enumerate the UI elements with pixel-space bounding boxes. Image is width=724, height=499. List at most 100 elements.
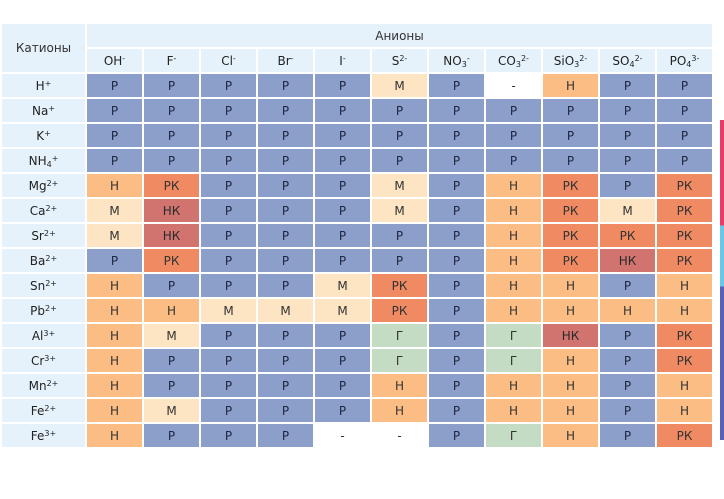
cation-cell: Sn2+ [0, 272, 87, 299]
formula-subscript: 4 [46, 159, 52, 169]
solubility-cell: Р [256, 222, 315, 249]
formula-base: I [339, 53, 343, 68]
anion-header-cell: PO43- [655, 47, 714, 74]
solubility-cell: Р [199, 272, 258, 299]
solubility-cell: Р [199, 222, 258, 249]
solubility-cell: Н [655, 372, 714, 399]
solubility-cell: М [199, 297, 258, 324]
formula-charge: - [342, 53, 346, 63]
solubility-cell: М [142, 322, 201, 349]
solubility-cell: Р [427, 72, 486, 99]
anion-header-cell: SO42- [598, 47, 657, 74]
table-row: Al3+ Н М Р Р Р Г Р Г НК Р РК [0, 322, 714, 349]
solubility-cell: РК [655, 222, 714, 249]
solubility-cell: Р [256, 172, 315, 199]
formula-subscript: 3 [574, 59, 580, 69]
solubility-cell: Р [199, 97, 258, 124]
cation-cell: Cr3+ [0, 347, 87, 374]
solubility-cell: Р [598, 422, 657, 449]
cation-cell: Pb2+ [0, 297, 87, 324]
solubility-cell: Р [313, 72, 372, 99]
solubility-cell: РК [541, 197, 600, 224]
formula-base: K [36, 128, 45, 143]
solubility-cell: Н [85, 172, 144, 199]
solubility-cell: Н [484, 272, 543, 299]
solubility-cell: РК [655, 347, 714, 374]
formula-base: Mn [28, 378, 47, 393]
solubility-cell: Р [541, 147, 600, 174]
solubility-cell: НК [598, 247, 657, 274]
solubility-cell: М [370, 197, 429, 224]
formula-base: OH [103, 53, 123, 68]
anion-row: OH- F- Cl- Br- I- S2- NO3- CO32- SiO32- SO42- PO43… [1, 47, 714, 74]
solubility-cell: Р [313, 172, 372, 199]
formula-charge: + [44, 78, 52, 88]
formula-charge: 3+ [44, 428, 57, 438]
solubility-cell: Г [484, 422, 543, 449]
anion-header-cell: SiO32- [541, 47, 600, 74]
solubility-cell: Н [655, 397, 714, 424]
solubility-cell: Р [256, 147, 315, 174]
anions-header: Анионы [85, 22, 714, 49]
solubility-cell: Р [199, 172, 258, 199]
anion-header-cell: CO32- [484, 47, 543, 74]
formula-charge: 2- [634, 53, 643, 63]
solubility-cell: Р [655, 122, 714, 149]
table-row: Fe2+ Н М Р Р Р Н Р Н Н Р Н [0, 397, 714, 424]
formula-charge: - [290, 53, 294, 63]
solubility-cell: Н [484, 197, 543, 224]
solubility-cell: Р [655, 147, 714, 174]
solubility-cell: Р [427, 372, 486, 399]
formula-charge: 3+ [44, 353, 57, 363]
formula-base: Sr [31, 228, 44, 243]
formula-charge: 3- [691, 53, 700, 63]
anion-header-cell: S2- [370, 47, 429, 74]
solubility-cell: Г [370, 322, 429, 349]
cation-cell: Mn2+ [0, 372, 87, 399]
solubility-cell: Н [541, 72, 600, 99]
solubility-cell: Р [598, 272, 657, 299]
table-row: Cr3+ Н Р Р Р Р Г Р Г Н Р РК [0, 347, 714, 374]
solubility-cell: Р [142, 122, 201, 149]
formula-base: Br [277, 53, 291, 68]
solubility-cell: Р [427, 172, 486, 199]
formula-charge: - [173, 53, 177, 63]
formula-charge: + [48, 103, 56, 113]
formula-base: Fe [30, 403, 45, 418]
formula-charge: + [51, 153, 59, 163]
formula-base: S [391, 53, 400, 68]
solubility-cell: Р [484, 97, 543, 124]
solubility-cell: Р [199, 347, 258, 374]
solubility-cell: РК [541, 222, 600, 249]
solubility-cell: Н [85, 272, 144, 299]
solubility-cell: Р [427, 347, 486, 374]
solubility-cell: М [142, 397, 201, 424]
solubility-cell: Р [598, 322, 657, 349]
solubility-cell: Р [427, 297, 486, 324]
cation-cell: K+ [0, 122, 87, 149]
solubility-cell: М [256, 297, 315, 324]
formula-base: Pb [30, 303, 46, 318]
solubility-cell: Р [256, 372, 315, 399]
solubility-cell: Н [484, 222, 543, 249]
solubility-cell: РК [655, 172, 714, 199]
solubility-cell: Р [199, 197, 258, 224]
formula-charge: - [122, 53, 126, 63]
formula-base: Mg [28, 178, 47, 193]
formula-base: SiO [553, 53, 575, 68]
formula-base: Fe [30, 428, 45, 443]
solubility-cell: Н [541, 372, 600, 399]
solubility-cell: Р [427, 397, 486, 424]
solubility-cell: Р [256, 272, 315, 299]
formula-base: PO [669, 53, 687, 68]
solubility-cell: Р [598, 122, 657, 149]
table-row: Sn2+ Н Р Р Р М РК Р Н Н Р Н [0, 272, 714, 299]
cation-cell: Sr2+ [0, 222, 87, 249]
formula-charge: - [232, 53, 236, 63]
solubility-cell: Р [256, 122, 315, 149]
solubility-cell: М [598, 197, 657, 224]
solubility-cell: Р [313, 122, 372, 149]
solubility-cell: Р [427, 222, 486, 249]
solubility-cell: РК [541, 172, 600, 199]
solubility-cell: Р [199, 147, 258, 174]
